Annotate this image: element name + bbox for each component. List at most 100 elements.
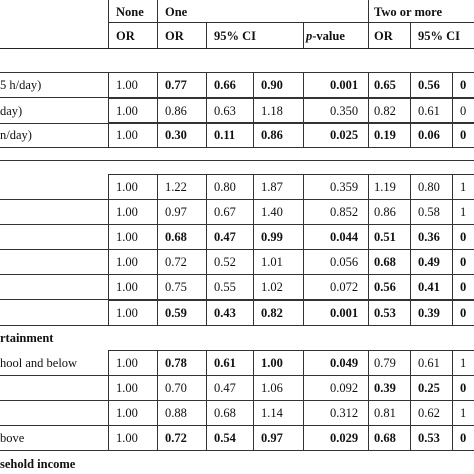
- cell-one-ci-low-10: 0.47: [214, 381, 236, 395]
- row-bottom-rule: [0, 147, 474, 148]
- cell-one-or-4: 0.97: [165, 205, 187, 219]
- column-divider: [206, 224, 207, 249]
- column-divider: [303, 274, 304, 299]
- column-divider: [157, 300, 158, 325]
- column-divider: [368, 224, 369, 249]
- column-divider: [157, 174, 158, 199]
- cell-one-ci-low-2: 0.11: [214, 128, 236, 142]
- column-divider: [303, 224, 304, 249]
- column-divider: [206, 375, 207, 400]
- row-label-9: hool and below: [0, 356, 78, 370]
- header-sub-5: 95% CI: [418, 29, 461, 43]
- section-rule: [0, 72, 474, 73]
- column-divider: [303, 98, 304, 123]
- column-divider: [368, 375, 369, 400]
- cell-one-ci-low-9: 0.61: [214, 356, 236, 370]
- column-divider: [108, 274, 109, 299]
- column-divider: [253, 375, 254, 400]
- cell-one-ci-low-0: 0.66: [214, 78, 236, 92]
- cell-two-or-2: 0.19: [374, 128, 396, 142]
- cell-none-5: 1.00: [116, 230, 138, 244]
- column-divider: [303, 300, 304, 325]
- column-divider: [410, 122, 411, 147]
- column-divider: [157, 72, 158, 97]
- header-sub-0: OR: [116, 29, 135, 43]
- column-divider: [368, 72, 369, 97]
- column-divider: [108, 122, 109, 147]
- cell-two-ci-low-11: 0.62: [418, 406, 440, 420]
- cell-one-ci-low-4: 0.67: [214, 205, 236, 219]
- column-divider: [410, 199, 411, 224]
- column-divider: [206, 425, 207, 450]
- section-rule: [0, 160, 474, 161]
- header-sub-1: OR: [165, 29, 184, 43]
- column-divider: [410, 375, 411, 400]
- column-divider: [368, 199, 369, 224]
- cell-one-or-12: 0.72: [165, 431, 187, 445]
- cell-one-ci-high-11: 1.14: [261, 406, 283, 420]
- column-divider: [368, 400, 369, 425]
- column-divider: [108, 249, 109, 274]
- column-divider: [108, 0, 109, 48]
- cell-one-ci-low-7: 0.55: [214, 280, 236, 294]
- cell-two-ci-low-10: 0.25: [418, 381, 440, 395]
- cell-one-ci-low-8: 0.43: [214, 306, 236, 320]
- cell-two-ci-high-12: 0: [460, 431, 467, 445]
- cell-two-ci-low-4: 0.58: [418, 205, 440, 219]
- cell-p-value-0: 0.001: [330, 78, 359, 92]
- cell-two-or-0: 0.65: [374, 78, 396, 92]
- row-top-rule: [108, 174, 474, 175]
- cell-p-value-5: 0.044: [330, 230, 359, 244]
- column-divider: [108, 224, 109, 249]
- column-divider: [410, 300, 411, 325]
- cell-p-value-1: 0.350: [330, 104, 359, 118]
- column-divider: [452, 274, 453, 299]
- column-divider: [410, 249, 411, 274]
- cell-one-ci-low-1: 0.63: [214, 104, 236, 118]
- cell-one-ci-high-6: 1.01: [261, 255, 283, 269]
- cell-one-ci-low-11: 0.68: [214, 406, 236, 420]
- cell-one-ci-high-9: 1.00: [261, 356, 283, 370]
- column-divider: [253, 425, 254, 450]
- row-top-rule: [108, 375, 474, 376]
- row-top-rule: [108, 199, 474, 200]
- cell-two-ci-high-0: 0: [460, 78, 467, 92]
- row-label-1: day): [0, 104, 23, 118]
- column-divider: [108, 72, 109, 97]
- cell-two-ci-high-11: 1: [460, 406, 467, 420]
- cell-none-3: 1.00: [116, 180, 138, 194]
- column-divider: [452, 72, 453, 97]
- cell-one-or-11: 0.88: [165, 406, 187, 420]
- cell-two-ci-high-8: 0: [460, 306, 467, 320]
- column-divider: [253, 350, 254, 375]
- cell-two-or-4: 0.86: [374, 205, 396, 219]
- cell-none-0: 1.00: [116, 78, 138, 92]
- column-divider: [368, 350, 369, 375]
- column-divider: [452, 375, 453, 400]
- cell-one-ci-high-8: 0.82: [261, 306, 283, 320]
- column-divider: [157, 375, 158, 400]
- cell-one-ci-low-5: 0.47: [214, 230, 236, 244]
- column-divider: [410, 400, 411, 425]
- row-top-rule: [108, 425, 474, 426]
- row-top-rule: [108, 274, 474, 275]
- cell-one-or-1: 0.86: [165, 104, 187, 118]
- column-divider: [253, 300, 254, 325]
- cell-two-ci-high-9: 1: [460, 356, 467, 370]
- cell-one-ci-high-3: 1.87: [261, 180, 283, 194]
- cell-two-ci-low-0: 0.56: [418, 78, 440, 92]
- cell-two-ci-high-4: 1: [460, 205, 467, 219]
- cell-two-ci-low-12: 0.53: [418, 431, 440, 445]
- cell-one-or-8: 0.59: [165, 306, 187, 320]
- cell-two-or-1: 0.82: [374, 104, 396, 118]
- column-divider: [206, 199, 207, 224]
- column-divider: [452, 122, 453, 147]
- column-divider: [368, 425, 369, 450]
- cell-one-ci-high-2: 0.86: [261, 128, 283, 142]
- column-divider: [157, 122, 158, 147]
- cell-two-ci-low-2: 0.06: [418, 128, 440, 142]
- cell-p-value-3: 0.359: [330, 180, 359, 194]
- cell-two-or-3: 1.19: [374, 180, 396, 194]
- column-divider: [452, 224, 453, 249]
- column-divider: [253, 249, 254, 274]
